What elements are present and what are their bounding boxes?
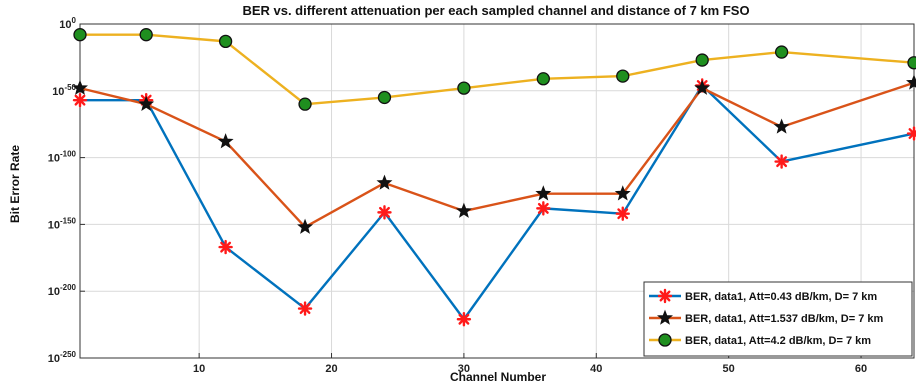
legend-label: BER, data1, Att=1.537 dB/km, D= 7 km [685,313,883,325]
data-point [695,53,709,67]
x-tick-label: 20 [325,363,337,375]
data-point [535,185,552,201]
series-2 [72,74,916,234]
y-tick-label: 10-50 [52,83,76,98]
x-tick-label: 10 [193,363,205,375]
series-3 [73,28,916,111]
data-point [616,69,630,83]
data-point [72,79,88,95]
data-point [657,309,673,325]
data-point [907,56,916,70]
legend-box [643,281,913,357]
data-point [297,301,313,316]
data-point [906,126,916,141]
data-point [773,118,790,134]
data-point [376,174,393,190]
legend-entry: BER, data1, Att=4.2 dB/km, D= 7 km [649,333,871,347]
series-line [80,33,915,106]
data-point [694,79,711,95]
legend-label: BER, data1, Att=0.43 dB/km, D= 7 km [685,291,877,303]
data-point [138,95,155,111]
data-point [218,34,233,49]
data-point [139,28,153,42]
y-tick-label: 10-250 [48,350,77,365]
data-point [218,239,233,255]
y-tick-label: 10-150 [48,216,77,231]
data-point [614,185,631,201]
x-tick-label: 50 [723,363,735,375]
plot-area [79,23,915,359]
data-point [217,133,234,149]
series-line [79,81,915,229]
data-point [377,90,392,105]
data-point [906,74,916,90]
legend-entry: BER, data1, Att=0.43 dB/km, D= 7 km [649,288,877,304]
y-tick-label: 10-100 [48,150,77,165]
data-point [297,218,314,234]
data-point [455,202,472,218]
data-point [657,288,673,304]
data-point [774,154,789,169]
y-tick-label: 10-200 [48,283,77,298]
data-point [658,333,672,347]
legend: BER, data1, Att=0.43 dB/km, D= 7 km BER, … [643,281,913,357]
axis-ticks: 10 20 30 40 50 60 100 10-50 10-100 10-150 10-200 10… [48,16,867,375]
data-point [298,97,312,111]
legend-label: BER, data1, Att=4.2 dB/km, D= 7 km [685,335,871,347]
data-point [73,28,87,42]
data-point [456,312,472,327]
data-point [457,81,471,95]
data-point [72,92,88,108]
series-1 [72,78,916,327]
data-point [774,45,789,59]
x-tick-label: 40 [590,363,602,375]
x-tick-label: 30 [458,363,470,375]
y-axis-label: Bit Error Rate [8,145,22,223]
data-point [377,205,392,220]
x-axis-label: Channel Number [450,370,546,384]
x-tick-label: 60 [855,363,867,375]
y-tick-label: 100 [59,16,76,31]
legend-entry: BER, data1, Att=1.537 dB/km, D= 7 km [649,309,883,325]
data-point [536,201,551,216]
series-layer [72,28,916,327]
plot-frame [79,23,915,359]
data-point [615,206,630,221]
chart-title: BER vs. different attenuation per each s… [242,3,749,18]
data-point [536,72,550,86]
